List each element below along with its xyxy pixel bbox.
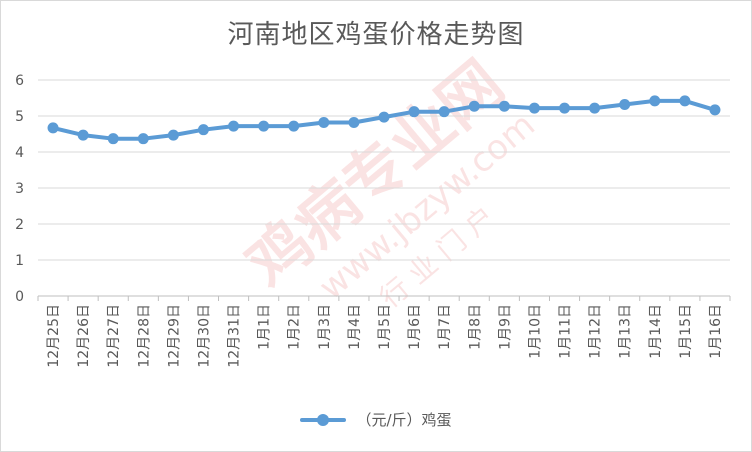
data-point xyxy=(167,129,179,141)
data-point xyxy=(438,106,450,118)
x-tick-label: 12月28日 xyxy=(136,304,152,368)
y-tick-label: 0 xyxy=(15,289,24,305)
x-tick-label: 1月6日 xyxy=(407,304,423,350)
data-point xyxy=(468,100,480,112)
data-point xyxy=(559,102,571,114)
data-point xyxy=(709,104,721,116)
x-tick-label: 1月2日 xyxy=(287,304,303,350)
data-point xyxy=(408,106,420,118)
data-point xyxy=(589,102,601,114)
y-tick-label: 2 xyxy=(15,217,24,233)
x-tick-label: 12月31日 xyxy=(227,304,243,368)
x-tick-label: 1月13日 xyxy=(618,304,634,359)
x-tick-label: 1月10日 xyxy=(527,304,543,359)
data-point xyxy=(197,124,209,136)
x-tick-label: 1月1日 xyxy=(257,304,273,350)
data-point xyxy=(619,98,631,110)
x-tick-label: 1月15日 xyxy=(678,304,694,359)
x-tick-label: 12月25日 xyxy=(46,304,62,368)
x-tick-label: 12月30日 xyxy=(196,304,212,368)
x-tick-label: 1月4日 xyxy=(347,304,363,350)
y-tick-label: 6 xyxy=(15,73,24,89)
data-point xyxy=(258,120,270,132)
data-point xyxy=(77,129,89,141)
data-point xyxy=(679,95,691,107)
series-eggs xyxy=(47,95,721,145)
data-point xyxy=(107,133,119,145)
x-tick-label: 12月27日 xyxy=(106,304,122,368)
data-point xyxy=(649,95,661,107)
y-tick-label: 3 xyxy=(15,181,24,197)
x-tick-label: 1月5日 xyxy=(377,304,393,350)
x-tick-label: 1月3日 xyxy=(317,304,333,350)
y-tick-label: 4 xyxy=(15,145,24,161)
x-tick-label: 1月14日 xyxy=(648,304,664,359)
x-tick-label: 1月9日 xyxy=(497,304,513,350)
data-point xyxy=(348,116,360,128)
data-point xyxy=(228,120,240,132)
data-point xyxy=(528,102,540,114)
y-tick-label: 5 xyxy=(15,109,24,125)
data-point xyxy=(318,116,330,128)
x-tick-label: 12月29日 xyxy=(166,304,182,368)
x-tick-label: 1月12日 xyxy=(588,304,604,359)
x-axis-tick-labels: 12月25日 12月26日 12月27日 12月28日 12月29日 12月30日 12月3… xyxy=(37,296,731,368)
x-tick-label: 1月16日 xyxy=(708,304,724,359)
x-tick-label: 1月7日 xyxy=(437,304,453,350)
x-tick-label: 1月8日 xyxy=(467,304,483,350)
x-tick-label: 12月26日 xyxy=(76,304,92,368)
data-point xyxy=(288,120,300,132)
legend-label: （元/斤）鸡蛋 xyxy=(356,410,452,429)
data-point xyxy=(378,111,390,123)
legend: （元/斤）鸡蛋 xyxy=(0,408,752,430)
legend-swatch xyxy=(300,408,347,430)
x-tick-label: 1月11日 xyxy=(558,304,574,359)
y-axis-tick-labels: 0 1 2 3 4 5 6 xyxy=(15,73,24,305)
data-point xyxy=(137,133,149,145)
data-point xyxy=(498,100,510,112)
chart-title: 河南地区鸡蛋价格走势图 xyxy=(227,20,525,50)
y-tick-label: 1 xyxy=(15,253,24,269)
data-point xyxy=(47,122,59,134)
